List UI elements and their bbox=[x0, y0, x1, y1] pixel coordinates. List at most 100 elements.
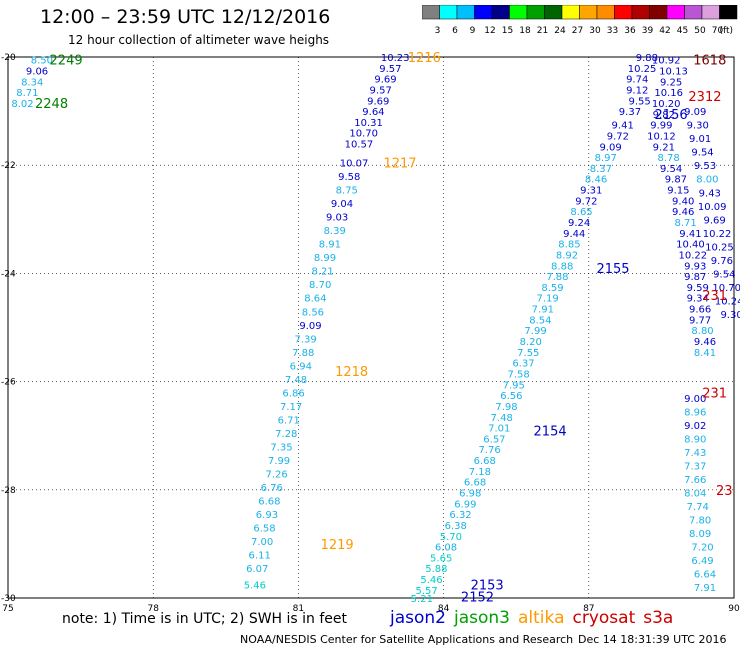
swh-value-label: 9.99 bbox=[650, 121, 672, 132]
swh-value-label: 9.93 bbox=[684, 261, 706, 272]
swh-value-label: 9.44 bbox=[563, 229, 585, 240]
swh-value-label: 8.99 bbox=[314, 253, 336, 264]
swh-value-label: 8.39 bbox=[324, 226, 346, 237]
swh-value-label: 9.40 bbox=[672, 196, 694, 207]
swh-value-label: 9.09 bbox=[299, 321, 321, 332]
colorbar-label: 27 bbox=[572, 26, 583, 36]
swh-value-label: 8.71 bbox=[16, 88, 38, 99]
swh-value-label: 9.24 bbox=[568, 218, 590, 229]
swh-value-label: 9.31 bbox=[580, 186, 602, 197]
swh-value-label: 7.58 bbox=[507, 369, 529, 380]
swh-value-label: 5.21 bbox=[411, 594, 433, 605]
satellite-legend-item: cryosat bbox=[572, 608, 636, 628]
track-id-label: 2156 bbox=[655, 108, 688, 123]
swh-value-label: 9.69 bbox=[374, 75, 396, 86]
swh-value-label: 6.11 bbox=[249, 551, 271, 562]
swh-value-label: 10.12 bbox=[647, 131, 676, 142]
swh-value-label: 10.25 bbox=[705, 242, 734, 253]
colorbar-label: 9 bbox=[470, 26, 476, 36]
color-scale-legend: 3 6 9 12 15 18 21 24 27 30 33 36 39 42 45 50 70(ft) bbox=[422, 5, 738, 36]
swh-value-label: 7.17 bbox=[280, 402, 302, 413]
swh-value-label: 9.66 bbox=[689, 305, 711, 316]
swh-value-label: 7.88 bbox=[292, 348, 314, 359]
swh-value-label: 7.28 bbox=[275, 429, 297, 440]
swh-value-label: 9.88 bbox=[636, 53, 658, 64]
swh-value-label: 10.70 bbox=[349, 129, 378, 140]
swh-value-label: 9.55 bbox=[628, 96, 650, 107]
satellite-legend: jason2 jason3 altika cryosat s3a bbox=[390, 608, 681, 628]
swh-value-label: 9.03 bbox=[326, 213, 348, 224]
swh-value-label: 6.68 bbox=[474, 456, 496, 467]
swh-value-label: 9.30 bbox=[687, 121, 709, 132]
swh-value-label: 6.58 bbox=[253, 524, 275, 535]
track-id-label: 2249 bbox=[50, 54, 83, 69]
x-tick-label: 84 bbox=[438, 604, 450, 614]
y-tick-label: -22 bbox=[1, 161, 16, 171]
y-tick-label: -28 bbox=[1, 486, 16, 496]
x-tick-label: 75 bbox=[2, 604, 13, 614]
swh-value-label: 9.72 bbox=[575, 196, 597, 207]
footer-note: note: 1) Time is in UTC; 2) SWH is in fe… bbox=[62, 611, 348, 627]
swh-value-label: 7.26 bbox=[265, 470, 287, 481]
swh-value-label: 8.80 bbox=[691, 326, 713, 337]
swh-value-label: 10.40 bbox=[676, 240, 705, 251]
y-tick-label: -20 bbox=[1, 53, 16, 63]
swh-value-label: 10.23 bbox=[381, 53, 410, 64]
swh-value-label: 9.21 bbox=[653, 142, 675, 153]
swh-value-label: 9.37 bbox=[619, 107, 641, 118]
y-tick-label: -26 bbox=[1, 378, 16, 388]
swh-value-label: 7.74 bbox=[687, 502, 709, 513]
track-id-label: 231 bbox=[702, 289, 727, 304]
swh-value-label: 9.01 bbox=[689, 134, 711, 145]
track-id-label: 2312 bbox=[688, 90, 721, 105]
swh-value-label: 9.53 bbox=[694, 161, 716, 172]
x-tick-label: 90 bbox=[728, 604, 740, 614]
swh-value-label: 8.91 bbox=[319, 240, 341, 251]
colorbar-label: 30 bbox=[589, 26, 601, 36]
swh-value-label: 7.55 bbox=[517, 348, 539, 359]
swh-value-label: 9.77 bbox=[689, 315, 711, 326]
swh-value-label: 6.08 bbox=[435, 543, 457, 554]
colorbar-label: 36 bbox=[624, 26, 636, 36]
swh-value-label: 7.39 bbox=[295, 334, 317, 345]
swh-value-label: 10.22 bbox=[703, 229, 732, 240]
swh-value-label: 7.80 bbox=[689, 516, 711, 527]
swh-value-label: 8.56 bbox=[302, 307, 324, 318]
colorbar-label: 6 bbox=[452, 26, 458, 36]
swh-value-label: 9.58 bbox=[338, 172, 360, 183]
swh-value-label: 10.13 bbox=[659, 67, 688, 78]
swh-value-label: 8.97 bbox=[595, 153, 617, 164]
swh-value-label: 9.00 bbox=[684, 394, 706, 405]
track-id-label: 231 bbox=[702, 386, 727, 401]
swh-value-label: 6.86 bbox=[282, 388, 304, 399]
swh-value-label: 9.12 bbox=[626, 85, 648, 96]
colorbar-label: (ft) bbox=[719, 26, 733, 36]
swh-value-label: 7.91 bbox=[694, 583, 716, 594]
swh-value-label: 8.71 bbox=[674, 218, 696, 229]
swh-value-label: 5.46 bbox=[244, 580, 266, 591]
swh-value-label: 7.95 bbox=[503, 380, 525, 391]
swh-value-label: 5.88 bbox=[425, 564, 447, 575]
swh-value-label: 8.02 bbox=[11, 99, 33, 110]
colorbar-label: 39 bbox=[642, 26, 654, 36]
swh-value-label: 7.19 bbox=[537, 294, 559, 305]
colorbar-label: 45 bbox=[677, 26, 688, 36]
swh-value-label: 5.57 bbox=[416, 586, 438, 597]
swh-value-label: 8.21 bbox=[311, 267, 333, 278]
swh-value-label: 7.48 bbox=[285, 375, 307, 386]
swh-value-label: 7.91 bbox=[532, 305, 554, 316]
swh-value-label: 6.07 bbox=[246, 564, 268, 575]
colorbar-label: 50 bbox=[694, 26, 706, 36]
swh-value-label: 8.92 bbox=[556, 250, 578, 261]
satellite-legend-item: jason2 bbox=[390, 608, 446, 628]
swh-value-label: 9.06 bbox=[26, 67, 48, 78]
track-id-label: 2153 bbox=[471, 578, 504, 593]
swh-value-label: 9.46 bbox=[694, 337, 716, 348]
swh-value-label: 8.37 bbox=[590, 164, 612, 175]
swh-value-label: 8.34 bbox=[21, 77, 43, 88]
swh-value-label: 9.25 bbox=[660, 77, 682, 88]
colorbar-label: 24 bbox=[554, 26, 566, 36]
swh-value-label: 9.54 bbox=[713, 269, 735, 280]
swh-value-label: 6.98 bbox=[459, 489, 481, 500]
swh-value-label: 9.04 bbox=[331, 199, 353, 210]
